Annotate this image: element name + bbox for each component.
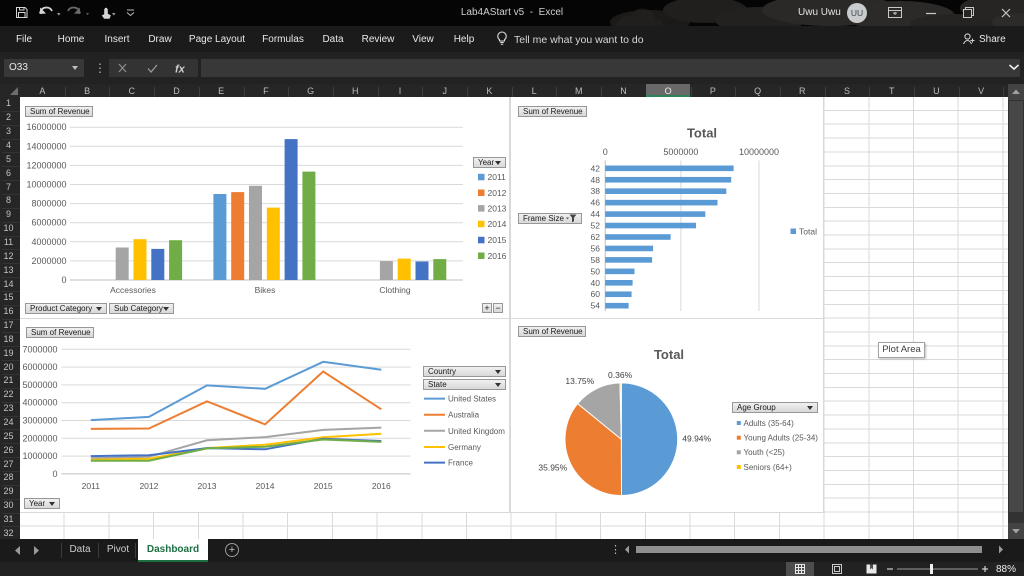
svg-text:0: 0 [603,147,608,157]
svg-text:1000000: 1000000 [22,451,57,461]
svg-text:Total: Total [687,126,717,141]
svg-text:Clothing: Clothing [379,285,410,295]
svg-text:Adults (35-64): Adults (35-64) [744,419,795,428]
svg-text:2014: 2014 [488,219,507,229]
svg-text:2016: 2016 [372,481,391,491]
svg-text:fx: fx [175,64,186,76]
svg-text:2014: 2014 [256,481,275,491]
svg-text:Bikes: Bikes [255,285,276,295]
svg-text:5000000: 5000000 [22,380,57,390]
svg-text:13.75%: 13.75% [565,376,594,386]
svg-text:2000000: 2000000 [22,433,57,443]
svg-text:5000000: 5000000 [663,147,698,157]
svg-text:France: France [448,459,473,468]
svg-text:Total: Total [799,227,817,237]
svg-text:52: 52 [591,221,601,231]
svg-text:2011: 2011 [82,481,101,491]
svg-text:2016: 2016 [488,251,507,261]
svg-text:Youth (<25): Youth (<25) [744,448,786,457]
svg-text:10000000: 10000000 [26,180,66,190]
svg-text:44: 44 [591,209,601,219]
svg-text:Germany: Germany [448,443,481,452]
svg-text:2015: 2015 [314,481,333,491]
svg-text:2015: 2015 [488,235,507,245]
svg-text:Total: Total [654,347,684,362]
svg-text:14000000: 14000000 [26,141,66,151]
svg-text:58: 58 [591,255,601,265]
svg-text:Seniors (64+): Seniors (64+) [744,463,793,472]
svg-text:2011: 2011 [488,172,507,182]
svg-text:12000000: 12000000 [26,160,66,170]
svg-text:16000000: 16000000 [26,122,66,132]
svg-text:United Kingdom: United Kingdom [448,427,505,436]
svg-text:48: 48 [591,175,601,185]
svg-text:38: 38 [591,186,601,196]
svg-text:0: 0 [52,469,57,479]
svg-text:Young Adults (25-34): Young Adults (25-34) [744,434,819,443]
svg-text:6000000: 6000000 [22,362,57,372]
svg-text:35.95%: 35.95% [538,463,567,473]
svg-text:6000000: 6000000 [31,218,66,228]
svg-text:3000000: 3000000 [22,416,57,426]
svg-text:2012: 2012 [488,188,507,198]
svg-text:46: 46 [591,198,601,208]
svg-text:0: 0 [61,275,66,285]
svg-text:50: 50 [591,266,601,276]
svg-text:2013: 2013 [198,481,217,491]
svg-text:2012: 2012 [139,481,158,491]
svg-text:2000000: 2000000 [31,256,66,266]
svg-text:Accessories: Accessories [110,285,156,295]
svg-text:10000000: 10000000 [739,147,779,157]
svg-text:4000000: 4000000 [31,237,66,247]
svg-text:62: 62 [591,232,601,242]
svg-text:49.94%: 49.94% [682,434,711,444]
svg-text:60: 60 [591,289,601,299]
svg-text:0.36%: 0.36% [608,370,633,380]
svg-text:Australia: Australia [448,411,480,420]
svg-text:4000000: 4000000 [22,398,57,408]
svg-text:54: 54 [591,301,601,311]
svg-text:2013: 2013 [488,204,507,214]
svg-text:United States: United States [448,395,496,404]
svg-text:7000000: 7000000 [22,344,57,354]
svg-text:8000000: 8000000 [31,199,66,209]
svg-text:40: 40 [591,278,601,288]
svg-text:42: 42 [591,163,601,173]
svg-text:56: 56 [591,243,601,253]
